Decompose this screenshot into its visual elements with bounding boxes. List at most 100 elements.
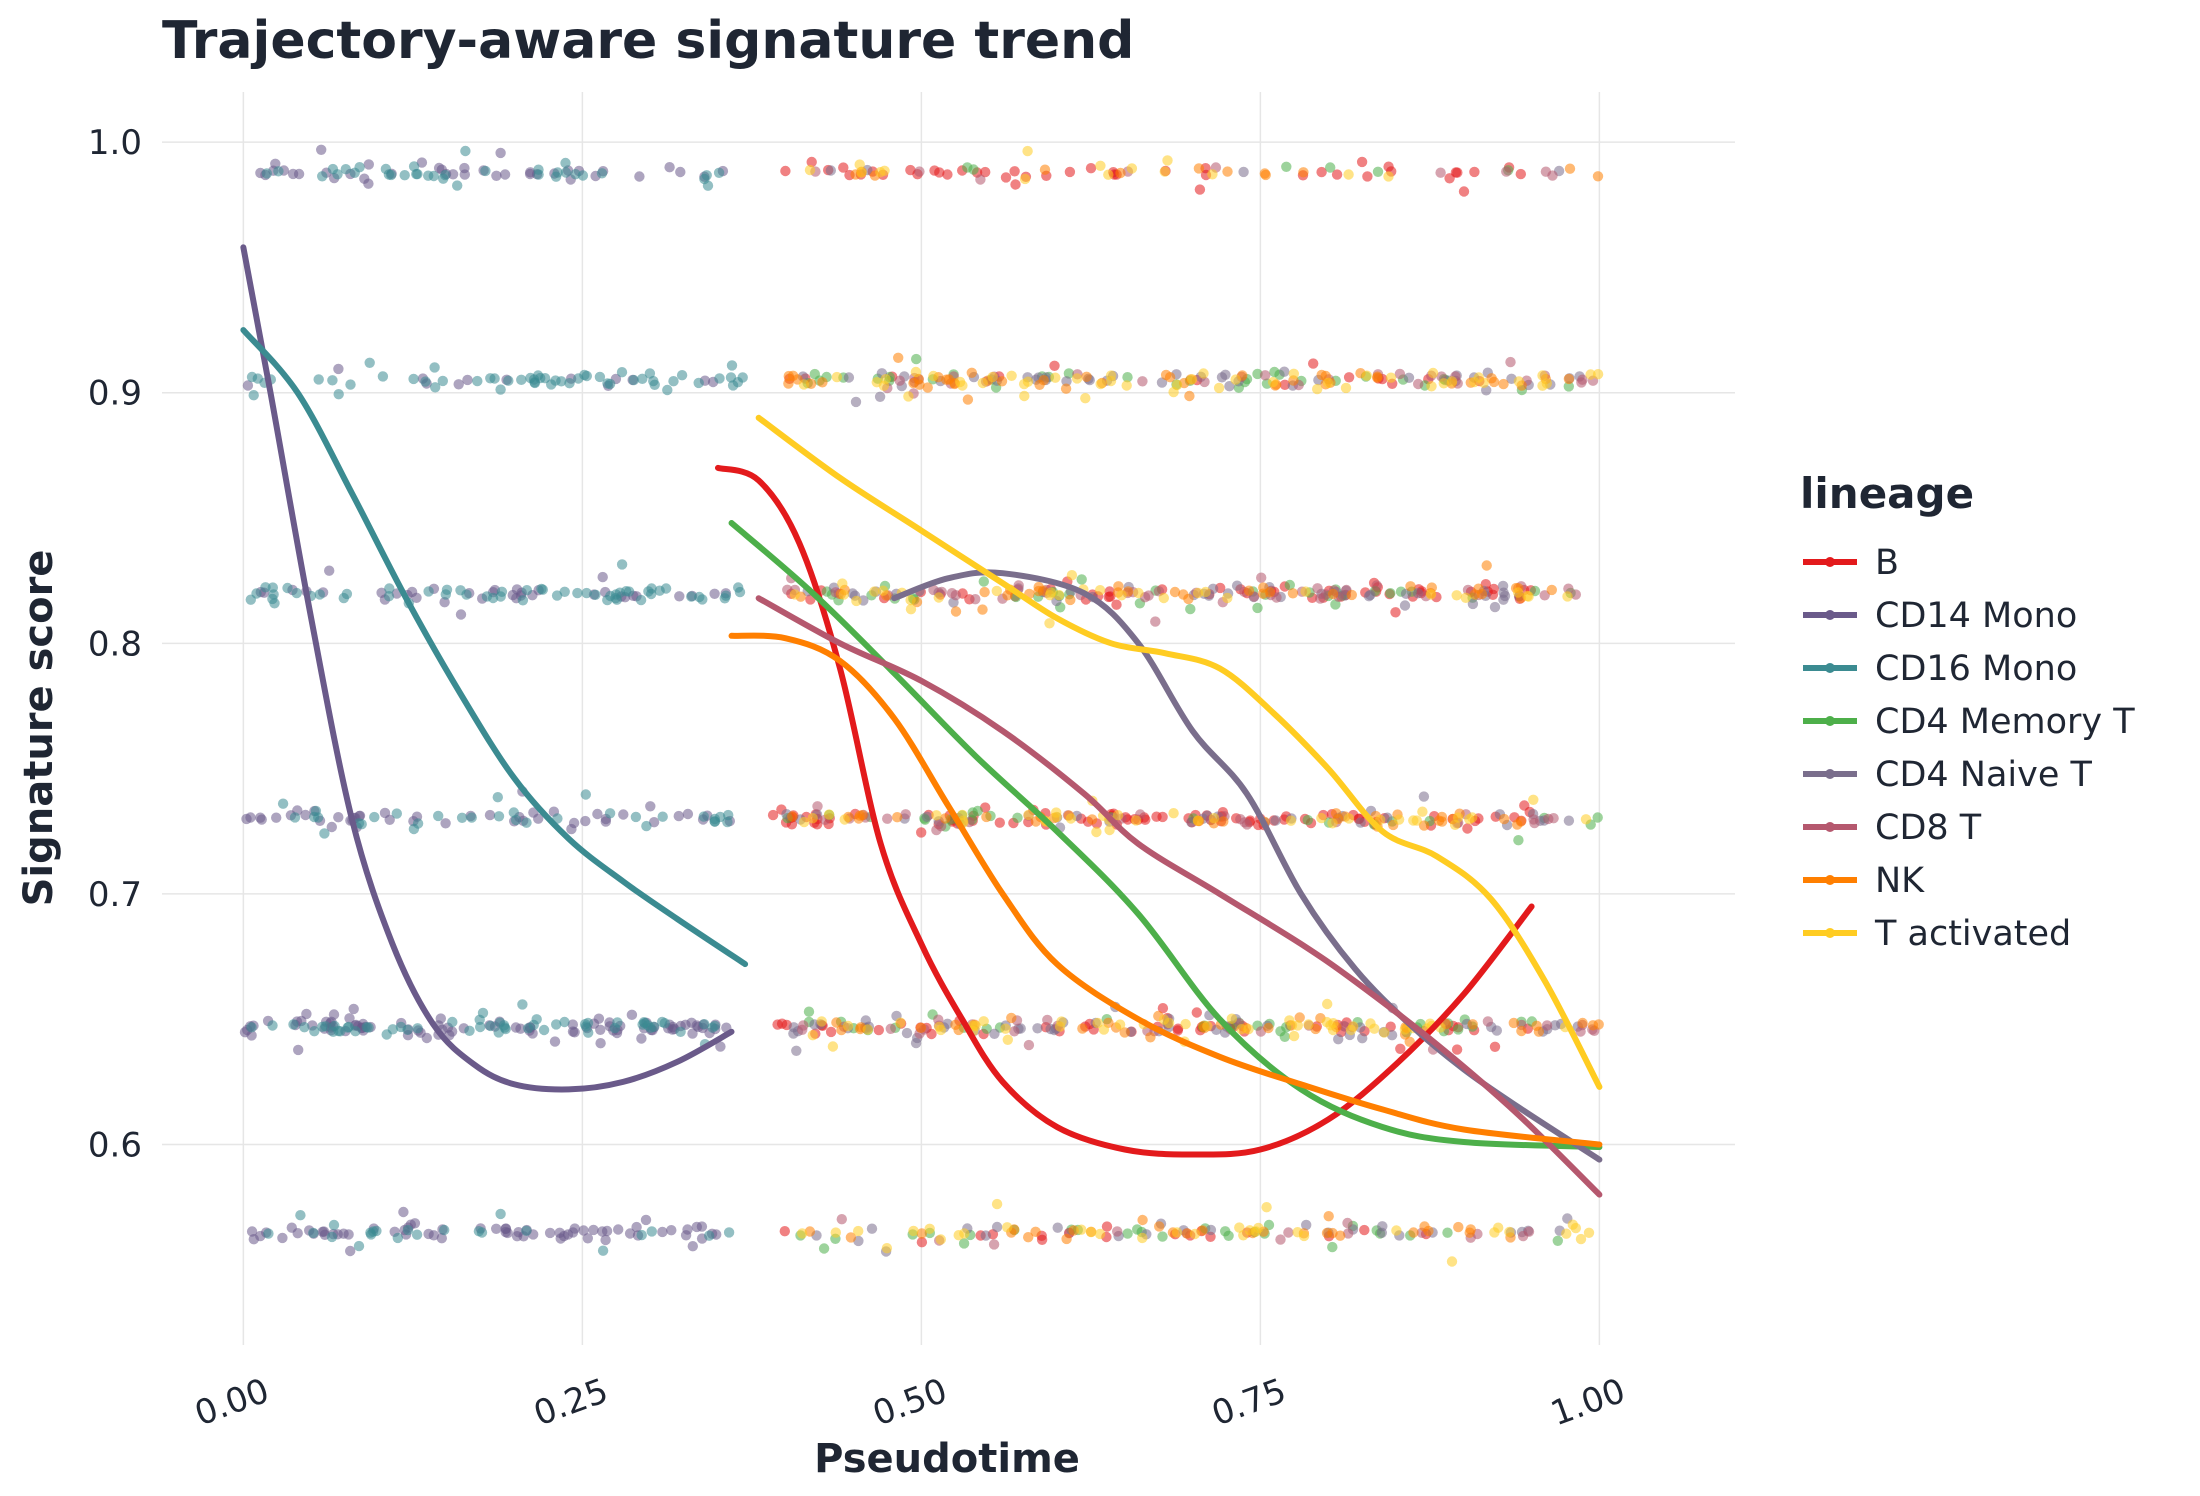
data-point	[853, 813, 864, 824]
data-point	[966, 367, 977, 378]
data-point	[455, 609, 467, 620]
data-point	[1467, 598, 1479, 610]
data-point	[1275, 1234, 1286, 1245]
data-point	[991, 1221, 1003, 1233]
data-point	[503, 375, 514, 386]
data-point	[877, 585, 889, 596]
data-point	[634, 171, 645, 182]
data-point	[416, 157, 428, 168]
data-point	[978, 1016, 989, 1027]
data-point	[616, 559, 628, 570]
data-point	[1126, 163, 1138, 174]
data-point	[1379, 1027, 1390, 1038]
data-point	[942, 169, 953, 180]
data-point	[1286, 1020, 1298, 1031]
data-point	[1105, 370, 1117, 381]
data-point	[977, 604, 988, 615]
data-point	[657, 1226, 668, 1238]
data-point	[626, 1009, 638, 1020]
data-point	[1413, 378, 1424, 390]
data-point	[787, 370, 799, 381]
data-point	[1065, 594, 1076, 606]
data-point	[1300, 586, 1311, 597]
data-point	[277, 1232, 288, 1244]
data-point	[459, 169, 470, 180]
data-point	[668, 376, 679, 387]
data-point	[807, 1030, 818, 1041]
x-axis-title: Pseudotime	[814, 1436, 1080, 1482]
data-point	[544, 1227, 556, 1239]
data-point	[623, 586, 635, 597]
data-point	[1453, 1024, 1464, 1035]
data-point	[935, 1234, 946, 1245]
data-point	[573, 373, 584, 384]
data-point	[1346, 589, 1358, 601]
data-point	[1054, 1021, 1066, 1032]
data-point	[1010, 179, 1021, 190]
data-point	[1060, 383, 1072, 394]
data-point	[1122, 372, 1133, 383]
data-point	[1403, 372, 1415, 383]
data-point	[556, 376, 567, 387]
data-point	[905, 594, 916, 606]
data-point	[838, 589, 849, 600]
data-point	[908, 377, 919, 389]
legend-label: CD4 Naive T	[1875, 755, 2093, 795]
data-point	[709, 588, 720, 599]
data-point	[1053, 589, 1065, 601]
data-point	[508, 807, 519, 818]
data-point	[720, 590, 732, 601]
data-point	[1158, 592, 1170, 604]
data-point	[1585, 369, 1596, 380]
data-point	[921, 811, 933, 822]
data-point	[845, 1232, 857, 1243]
data-point	[361, 1021, 372, 1033]
data-point	[1383, 171, 1394, 182]
data-point	[516, 374, 527, 385]
data-point	[1577, 1017, 1588, 1029]
data-point	[1563, 381, 1575, 392]
data-point	[1182, 1228, 1193, 1239]
data-point	[654, 585, 665, 596]
data-point	[423, 170, 434, 181]
data-point	[797, 1024, 808, 1036]
data-point	[399, 170, 410, 181]
data-point	[293, 168, 305, 180]
data-point	[1259, 168, 1271, 179]
data-point	[975, 174, 986, 185]
data-point	[1238, 1230, 1249, 1241]
data-point	[1263, 1022, 1274, 1034]
data-point	[788, 1028, 799, 1039]
data-point	[726, 360, 738, 371]
data-point	[1019, 390, 1030, 402]
data-point	[1085, 163, 1097, 174]
data-point	[1032, 1023, 1043, 1034]
data-point	[806, 156, 817, 168]
data-point	[1114, 1019, 1126, 1030]
data-point	[1365, 1018, 1376, 1029]
data-point	[349, 167, 360, 178]
data-point	[1546, 584, 1558, 596]
data-point	[630, 811, 642, 823]
data-point	[807, 813, 818, 824]
data-point	[618, 809, 629, 820]
data-point	[245, 812, 256, 823]
data-point	[546, 379, 557, 390]
data-point	[248, 1234, 259, 1245]
data-point	[1111, 599, 1122, 610]
data-point	[894, 375, 905, 386]
data-point	[461, 589, 472, 600]
data-point	[1256, 572, 1267, 583]
data-point	[878, 380, 890, 391]
data-point	[680, 1230, 692, 1241]
data-point	[967, 807, 978, 818]
data-point	[991, 1198, 1003, 1210]
points-cd16-mono	[245, 145, 748, 1256]
data-point	[462, 374, 473, 386]
data-point	[1343, 1228, 1354, 1239]
legend-key-point	[1825, 663, 1835, 673]
data-point	[484, 809, 496, 821]
data-point	[910, 1037, 922, 1049]
data-point	[1316, 166, 1327, 178]
data-point	[812, 801, 823, 812]
